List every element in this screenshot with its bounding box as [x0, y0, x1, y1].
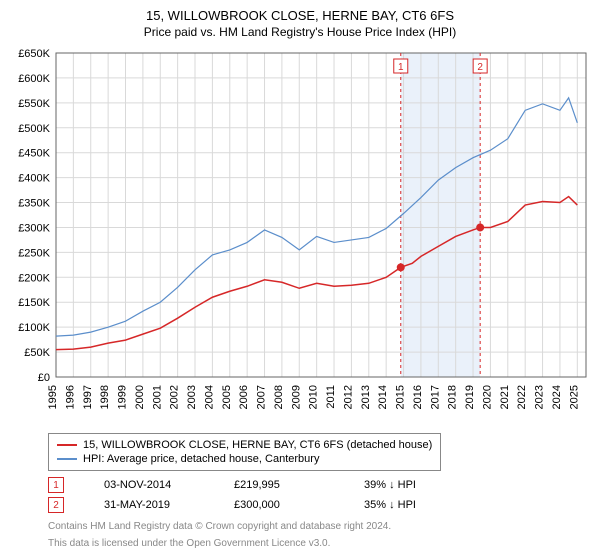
y-tick-label: £250K [18, 247, 50, 259]
marker-price: £300,000 [234, 499, 324, 511]
marker-table: 1 03-NOV-2014 £219,995 39% ↓ HPI 2 31-MAY-201… [48, 475, 592, 515]
x-tick-label: 2006 [238, 385, 250, 409]
y-tick-label: £0 [38, 372, 50, 384]
x-tick-label: 2005 [221, 385, 233, 409]
x-tick-label: 2013 [360, 385, 372, 409]
y-tick-label: £500K [18, 123, 50, 135]
x-tick-label: 2018 [447, 385, 459, 409]
x-tick-label: 2001 [151, 385, 163, 409]
y-tick-label: £150K [18, 297, 50, 309]
y-tick-label: £450K [18, 148, 50, 160]
y-tick-label: £50K [24, 347, 50, 359]
y-tick-label: £400K [18, 173, 50, 185]
legend-swatch [57, 444, 77, 446]
x-tick-label: 2016 [412, 385, 424, 409]
legend-label: HPI: Average price, detached house, Cant… [83, 453, 319, 465]
marker-number: 1 [48, 477, 64, 493]
x-tick-label: 2022 [516, 385, 528, 409]
x-tick-label: 2020 [481, 385, 493, 409]
x-tick-label: 1998 [99, 385, 111, 409]
footnote-licence: This data is licensed under the Open Gov… [48, 538, 592, 549]
x-tick-label: 1997 [82, 385, 94, 409]
page-subtitle: Price paid vs. HM Land Registry's House … [8, 25, 592, 39]
x-tick-label: 2019 [464, 385, 476, 409]
x-tick-label: 2007 [256, 385, 268, 409]
price-chart: £0 £50K £100K £150K £200K £250K £300K £350K £400… [8, 47, 592, 427]
x-tick-label: 2017 [429, 385, 441, 409]
x-tick-label: 2010 [308, 385, 320, 409]
legend-swatch [57, 458, 77, 460]
x-tick-label: 2002 [169, 385, 181, 409]
marker-row: 1 03-NOV-2014 £219,995 39% ↓ HPI [48, 475, 592, 495]
vline-label: 1 [398, 62, 404, 73]
y-tick-label: £100K [18, 322, 50, 334]
x-tick-label: 2008 [273, 385, 285, 409]
y-tick-label: £600K [18, 73, 50, 85]
marker-date: 03-NOV-2014 [104, 479, 194, 491]
legend-item: 15, WILLOWBROOK CLOSE, HERNE BAY, CT6 6F… [57, 438, 432, 452]
y-tick-label: £650K [18, 48, 50, 60]
marker-price: £219,995 [234, 479, 324, 491]
y-tick-label: £200K [18, 272, 50, 284]
marker-date: 31-MAY-2019 [104, 499, 194, 511]
x-tick-label: 2015 [395, 385, 407, 409]
legend: 15, WILLOWBROOK CLOSE, HERNE BAY, CT6 6F… [48, 433, 441, 471]
x-tick-label: 2023 [534, 385, 546, 409]
x-tick-label: 2009 [290, 385, 302, 409]
footnote-copyright: Contains HM Land Registry data © Crown c… [48, 521, 592, 532]
x-tick-label: 1996 [64, 385, 76, 409]
marker-point [476, 223, 484, 231]
x-tick-label: 2003 [186, 385, 198, 409]
x-tick-label: 2004 [203, 385, 215, 409]
y-tick-label: £350K [18, 198, 50, 210]
vline-label: 2 [477, 62, 483, 73]
x-tick-label: 1995 [47, 385, 59, 409]
marker-pct: 39% ↓ HPI [364, 479, 454, 491]
legend-label: 15, WILLOWBROOK CLOSE, HERNE BAY, CT6 6F… [83, 439, 432, 451]
x-tick-label: 1999 [117, 385, 129, 409]
x-tick-label: 2011 [325, 385, 337, 409]
marker-point [397, 263, 405, 271]
marker-row: 2 31-MAY-2019 £300,000 35% ↓ HPI [48, 495, 592, 515]
x-tick-label: 2012 [342, 385, 354, 409]
x-tick-label: 2025 [568, 385, 580, 409]
legend-item: HPI: Average price, detached house, Cant… [57, 452, 432, 466]
marker-pct: 35% ↓ HPI [364, 499, 454, 511]
page-title: 15, WILLOWBROOK CLOSE, HERNE BAY, CT6 6F… [8, 8, 592, 23]
y-tick-label: £550K [18, 98, 50, 110]
x-tick-label: 2024 [551, 385, 563, 409]
x-tick-label: 2000 [134, 385, 146, 409]
marker-number: 2 [48, 497, 64, 513]
y-tick-label: £300K [18, 222, 50, 234]
x-tick-label: 2021 [499, 385, 511, 409]
x-tick-label: 2014 [377, 385, 389, 409]
